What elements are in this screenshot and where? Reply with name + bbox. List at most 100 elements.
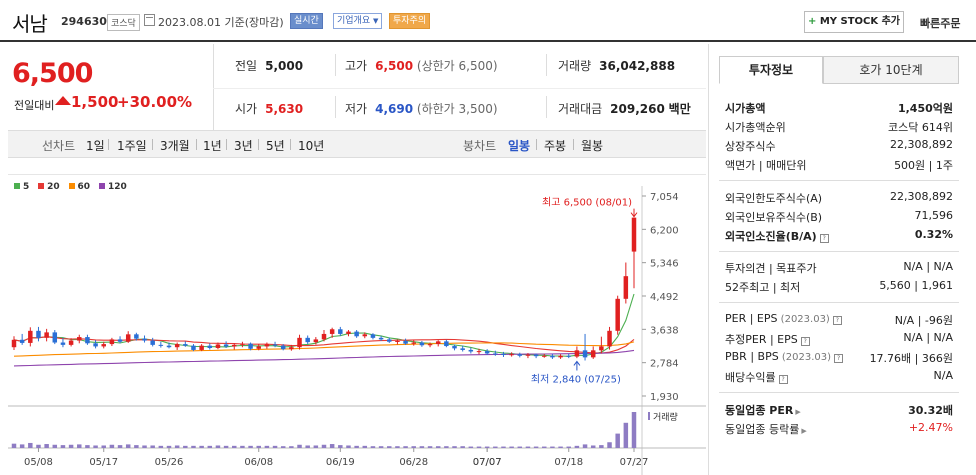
candle — [321, 330, 327, 342]
candle — [223, 341, 229, 348]
chevron-right-icon[interactable]: ▶ — [795, 408, 801, 416]
candle-weekly[interactable]: 주봉 — [544, 139, 567, 153]
candle — [493, 350, 498, 356]
volume-bar — [321, 444, 327, 448]
candle — [590, 346, 596, 359]
plus-icon: + — [807, 16, 817, 27]
high-value: 6,500 — [375, 59, 414, 73]
candle-body — [313, 339, 319, 343]
realtime-button[interactable]: 실시간 — [290, 13, 323, 29]
volume-bar — [77, 444, 82, 448]
volume-bar — [558, 446, 563, 448]
candle — [468, 347, 474, 354]
volume-bar — [223, 445, 229, 448]
candle-body — [338, 329, 343, 334]
x-tick-label: 05/08 — [24, 457, 53, 468]
candle-body — [435, 341, 441, 345]
help-icon[interactable]: ? — [834, 354, 844, 363]
info-row: 시가총액순위 코스닥 614위 — [725, 119, 953, 135]
help-icon[interactable]: ? — [819, 234, 829, 243]
period-1y[interactable]: 1년 — [203, 139, 222, 153]
volume-bar — [493, 446, 498, 448]
info-label: 상장주식수 — [725, 140, 776, 153]
period-3y[interactable]: 3년 — [234, 139, 253, 153]
info-label: 배당수익률 — [725, 371, 776, 384]
divider — [546, 54, 547, 76]
candle — [297, 334, 302, 350]
period-5y[interactable]: 5년 — [266, 139, 285, 153]
ma-line-5 — [13, 293, 635, 357]
candle-body — [117, 339, 123, 342]
divider — [719, 251, 959, 252]
candle-body — [264, 344, 270, 347]
candle-body — [289, 347, 294, 350]
price-chart[interactable]: 7,054 6,200 5,346 4,492 3,638 2,784 1,930 최고 6,… — [8, 174, 706, 475]
period-1w[interactable]: 1주일 — [117, 139, 147, 153]
candle — [199, 344, 204, 352]
volume-bar — [484, 446, 490, 448]
quick-order-link[interactable]: 빠른주문 — [920, 17, 961, 30]
add-mystock-button[interactable]: + MY STOCK 추가 — [804, 11, 904, 33]
help-icon[interactable]: ? — [832, 316, 842, 325]
period-3m[interactable]: 3개월 — [160, 139, 190, 153]
volume-bar — [623, 422, 629, 448]
company-overview-button[interactable]: 기업개요 ▼ — [333, 13, 383, 29]
help-icon[interactable]: ? — [778, 375, 788, 384]
candle-body — [370, 334, 376, 338]
volume-bar — [460, 446, 465, 448]
volume-bar — [191, 445, 196, 448]
candle — [542, 353, 547, 358]
amount-unit: 백만 — [668, 102, 691, 116]
volume-bar — [615, 433, 620, 448]
candle — [158, 341, 164, 348]
candle-body — [150, 340, 155, 345]
volume-bar — [174, 445, 180, 448]
candle — [150, 337, 155, 347]
lower-limit-note: (하한가 3,500) — [416, 102, 498, 116]
info-value: N/A | N/A — [903, 260, 953, 273]
tab-orderbook-10[interactable]: 호가 10단계 — [823, 56, 959, 84]
info-value: N/A | N/A — [903, 331, 953, 344]
candle-monthly[interactable]: 월봉 — [581, 139, 604, 153]
info-label: PBR | BPS — [725, 350, 779, 363]
tab-investment-info[interactable]: 투자정보 — [719, 56, 823, 84]
period-1d[interactable]: 1일 — [86, 139, 105, 153]
candle-body — [599, 346, 604, 351]
period-10y[interactable]: 10년 — [298, 139, 325, 153]
candle — [403, 338, 408, 345]
candle — [599, 336, 604, 354]
volume-bar — [542, 446, 547, 448]
candle-body — [444, 341, 449, 347]
candle-body — [525, 354, 531, 356]
candle-body — [558, 355, 563, 358]
x-tick-label: 05/26 — [155, 457, 184, 468]
candle-body — [93, 343, 98, 347]
info-value: 30.32배 — [908, 404, 953, 417]
candle-body — [199, 345, 204, 350]
candle — [411, 340, 416, 346]
volume-bar — [68, 444, 74, 448]
amount-value: 209,260 — [610, 102, 665, 116]
candle-body — [191, 345, 196, 350]
candle — [44, 328, 49, 342]
chevron-down-icon: ▼ — [373, 17, 379, 25]
volume-bar — [11, 443, 17, 448]
info-value: 코스닥 614위 — [888, 121, 953, 134]
volume-bar — [631, 412, 637, 448]
info-label: 외국인한도주식수(A) — [725, 192, 823, 205]
candle-daily[interactable]: 일봉 — [508, 139, 531, 153]
open-label: 시가 — [235, 102, 258, 116]
chevron-right-icon[interactable]: ▶ — [801, 427, 807, 435]
candle-body — [387, 339, 392, 342]
candle-body — [85, 337, 90, 344]
x-tick-label: 06/08 — [244, 457, 273, 468]
help-icon[interactable]: ? — [800, 337, 810, 346]
volume: 거래량 36,042,888 — [558, 57, 675, 74]
candle — [101, 341, 106, 349]
market-badge: 코스닥 — [107, 14, 140, 31]
volume-bar — [346, 445, 351, 448]
info-row: 외국인소진율(B/A)? 0.32% — [725, 228, 953, 244]
info-row: 배당수익률? N/A — [725, 369, 953, 385]
candle — [378, 335, 384, 341]
y-tick-label: 5,346 — [650, 259, 679, 270]
